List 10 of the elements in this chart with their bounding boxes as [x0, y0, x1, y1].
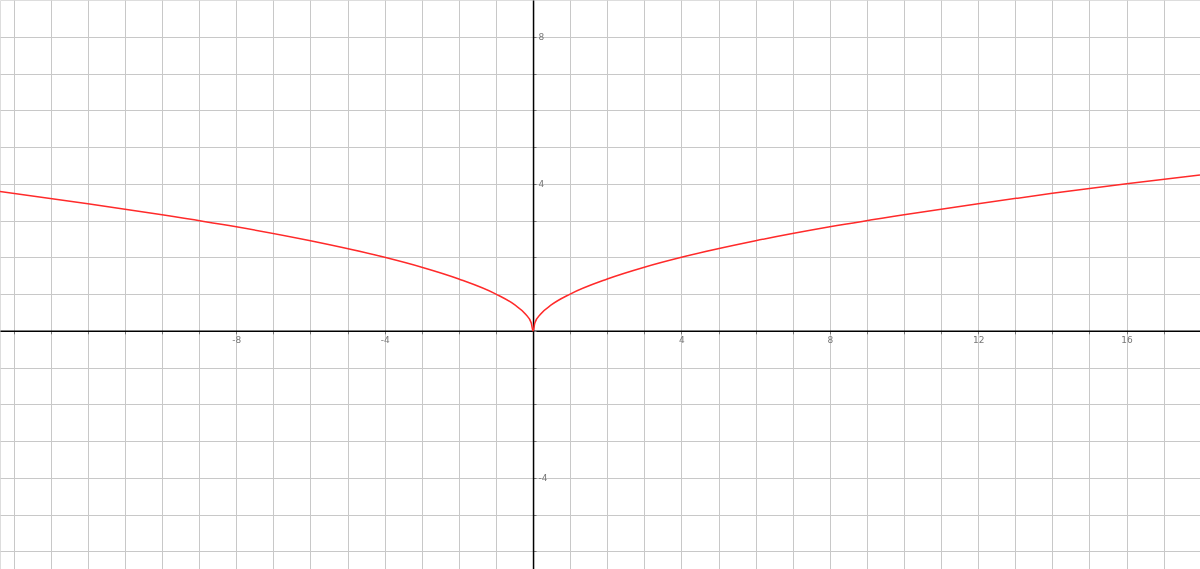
x-tick-label: 8 — [827, 335, 834, 346]
x-tick-label: -8 — [232, 335, 242, 346]
y-tick-label: -4 — [538, 473, 548, 484]
x-tick-label: 16 — [1121, 335, 1134, 346]
y-tick-label: 8 — [538, 32, 545, 43]
x-tick-label: 4 — [679, 335, 686, 346]
x-tick-label: -4 — [380, 335, 390, 346]
line-series — [0, 174, 1200, 332]
y-tick-label: 4 — [538, 179, 545, 190]
x-tick-label: 12 — [972, 335, 985, 346]
